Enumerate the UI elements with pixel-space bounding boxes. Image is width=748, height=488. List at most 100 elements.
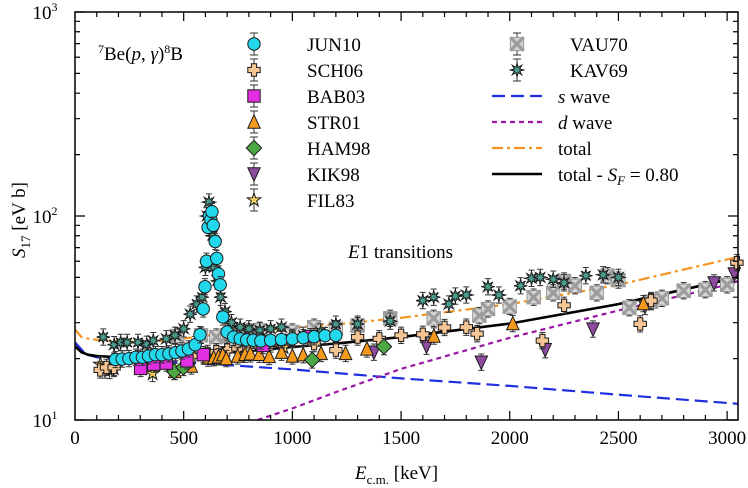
point-vau70 — [698, 282, 713, 298]
point-kik98 — [586, 322, 600, 338]
legend-entry-ham98: HAM98 — [245, 136, 370, 160]
point-str01 — [219, 350, 234, 366]
point-sch06 — [557, 298, 571, 312]
point-sch06 — [416, 327, 430, 341]
point-str01 — [505, 315, 520, 331]
point-str01 — [359, 340, 374, 356]
point-jun10 — [329, 328, 343, 343]
point-str01 — [338, 345, 353, 361]
point-vau70 — [426, 311, 441, 326]
point-kav69 — [448, 287, 463, 305]
x-tick-label: 2000 — [491, 428, 529, 449]
x-tick-label: 500 — [169, 428, 198, 449]
legend-entry-bab03: BAB03 — [247, 84, 365, 108]
y-tick-label: 101 — [33, 408, 58, 432]
point-str01 — [426, 327, 441, 343]
legend-entry-kav69: KAV69 — [508, 58, 628, 82]
point-jun10 — [208, 234, 222, 249]
legend-entry-total-: total - SF = 0.80 — [492, 165, 679, 188]
point-kav69 — [120, 335, 135, 350]
point-bab03 — [196, 347, 210, 362]
point-sch06 — [470, 327, 484, 341]
x-tick-label: 3000 — [708, 428, 746, 449]
point-kav69 — [168, 326, 182, 344]
legend-label-jun10: JUN10 — [307, 35, 361, 56]
legend-label-str01: STR01 — [307, 113, 361, 134]
legend-entry-vau70: VAU70 — [509, 32, 628, 56]
point-vau70 — [719, 277, 735, 293]
point-kav69 — [183, 305, 198, 323]
legend: JUN10 SCH06 BAB03 STR01 HAM98 KIK98 FIL83 VAU70… — [245, 32, 679, 212]
point-kav69 — [440, 295, 458, 313]
point-sch06 — [394, 328, 408, 342]
point-kav69 — [594, 267, 612, 282]
y-axis-label: S17 [eV b] — [9, 182, 33, 258]
legend-entry-str01: STR01 — [247, 110, 361, 134]
legend-entry-s-wave: s wave — [492, 87, 610, 108]
point-jun10 — [210, 251, 224, 266]
x-tick-label: 1000 — [273, 428, 311, 449]
legend-marker-fil83 — [245, 191, 263, 208]
point-str01 — [314, 345, 329, 361]
point-kav69 — [513, 278, 528, 293]
legend-entry-d-wave: d wave — [492, 113, 612, 134]
point-kav69 — [176, 320, 191, 338]
point-str01 — [636, 295, 651, 311]
point-sch06 — [459, 320, 473, 334]
point-kik98 — [474, 355, 489, 371]
y-tick-label: 102 — [33, 204, 58, 228]
legend-label-kik98: KIK98 — [307, 165, 360, 186]
point-sch06 — [329, 343, 343, 357]
x-tick-label: 2500 — [599, 428, 637, 449]
legend-label-kav69: KAV69 — [570, 61, 628, 82]
point-sch06 — [644, 293, 658, 308]
series-jun10 — [108, 203, 343, 369]
point-fil83 — [144, 364, 162, 381]
point-vau70 — [545, 285, 561, 301]
x-tick-label: 0 — [70, 428, 80, 449]
point-kav69 — [544, 272, 562, 287]
point-kav69 — [426, 290, 441, 305]
point-sch06 — [730, 256, 744, 270]
legend-label-total-: total - SF = 0.80 — [558, 165, 679, 188]
point-kav69 — [96, 330, 111, 344]
point-vau70 — [589, 285, 605, 301]
legend-marker-str01 — [247, 113, 261, 129]
x-tick-label: 1500 — [382, 428, 420, 449]
point-vau70 — [622, 300, 637, 316]
point-kav69 — [381, 312, 399, 330]
point-ham98 — [375, 338, 393, 356]
point-kav69 — [415, 291, 430, 310]
point-jun10 — [193, 327, 207, 342]
legend-label-ham98: HAM98 — [307, 139, 370, 160]
point-kav69 — [609, 270, 628, 285]
point-vau70 — [567, 278, 583, 294]
e1-transitions-annotation: E1 transitions — [347, 242, 453, 263]
legend-label-sch06: SCH06 — [307, 61, 363, 82]
point-jun10 — [211, 267, 226, 281]
legend-label-s-wave: s wave — [558, 87, 610, 108]
point-str01 — [262, 348, 277, 364]
legend-marker-kav69 — [508, 61, 526, 79]
point-jun10 — [206, 218, 220, 233]
point-kav69 — [522, 269, 541, 287]
legend-marker-bab03 — [247, 89, 261, 103]
point-sch06 — [535, 333, 550, 348]
legend-marker-kik98 — [247, 167, 261, 183]
legend-marker-ham98 — [245, 139, 263, 157]
point-jun10 — [213, 278, 227, 292]
legend-marker-sch06 — [247, 63, 261, 77]
legend-marker-jun10 — [247, 37, 261, 51]
point-vau70 — [502, 299, 518, 314]
legend-entry-kik98: KIK98 — [247, 162, 360, 186]
point-kik98 — [707, 276, 722, 292]
legend-label-d-wave: d wave — [558, 113, 612, 134]
point-sch06 — [350, 330, 365, 344]
x-axis-label: Ec.m. [keV] — [354, 463, 438, 487]
point-vau70 — [526, 289, 541, 305]
point-kav69 — [481, 278, 495, 296]
point-kav69 — [213, 290, 228, 305]
point-str01 — [285, 347, 300, 363]
point-kav69 — [531, 268, 549, 287]
